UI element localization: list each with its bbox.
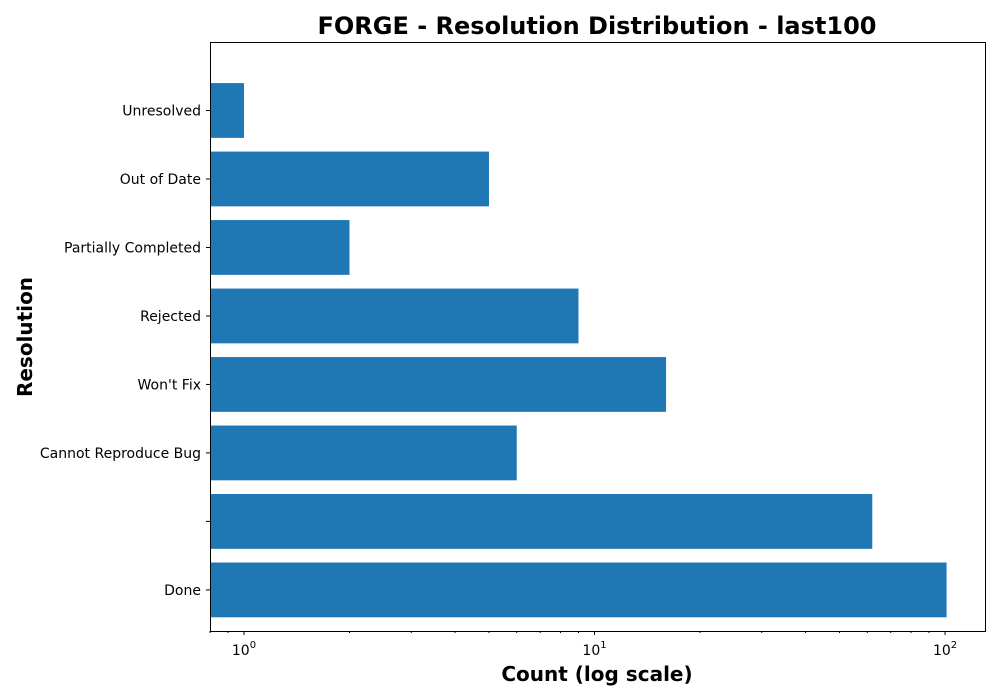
bar-won-t-fix [210,357,667,412]
y-tick-label: Done [164,583,201,599]
plot-frame [210,42,986,632]
y-tick-label: Cannot Reproduce Bug [40,446,201,462]
bars-group [210,83,947,618]
y-axis-ticks: Done Cannot Reproduce Bug Won't Fix Rejecte… [40,103,210,599]
bar-unresolved [210,83,244,138]
x-axis-ticks: 100 101 102 [209,631,957,659]
y-tick-label: Unresolved [122,103,201,119]
bar-out-of-date [210,151,489,207]
y-tick-label: Partially Completed [64,240,201,256]
x-tick-label: 100 [232,640,256,659]
bar-rejected [210,288,579,344]
bar-cannot-reproduce-bug [210,425,517,481]
bar-done [210,562,947,618]
bar-partially-completed [210,220,350,275]
y-tick-label: Rejected [140,309,201,325]
chart-title: FORGE - Resolution Distribution - last10… [318,12,877,40]
bar-blank [210,494,873,549]
y-axis-label: Resolution [13,277,37,397]
y-tick-label: Out of Date [120,172,201,188]
y-tick-label: Won't Fix [138,377,201,393]
x-axis-label: Count (log scale) [501,662,692,686]
x-tick-label: 101 [582,640,606,659]
x-tick-label: 102 [933,640,957,659]
